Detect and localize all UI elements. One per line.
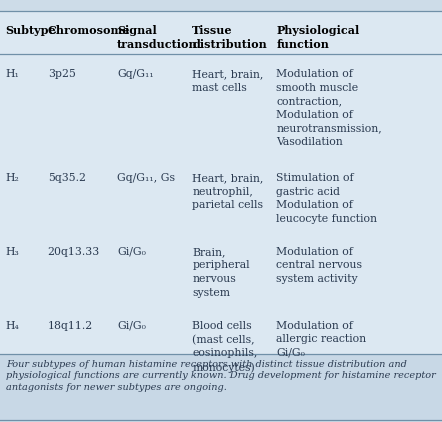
Text: Tissue
distribution: Tissue distribution — [192, 25, 267, 51]
Text: 5q35.2: 5q35.2 — [48, 173, 86, 183]
Text: Modulation of
central nervous
system activity: Modulation of central nervous system act… — [276, 247, 362, 284]
Text: Gq/G₁₁: Gq/G₁₁ — [117, 69, 154, 79]
Text: Heart, brain,
neutrophil,
parietal cells: Heart, brain, neutrophil, parietal cells — [192, 173, 263, 210]
Text: Heart, brain,
mast cells: Heart, brain, mast cells — [192, 69, 263, 93]
Text: Stimulation of
gastric acid
Modulation of
leucocyte function: Stimulation of gastric acid Modulation o… — [276, 173, 377, 224]
Text: 3p25: 3p25 — [48, 69, 76, 79]
Text: H₁: H₁ — [6, 69, 19, 79]
Text: Gq/G₁₁, Gs: Gq/G₁₁, Gs — [117, 173, 175, 183]
Text: 18q11.2: 18q11.2 — [48, 321, 93, 331]
Text: H₂: H₂ — [6, 173, 19, 183]
Text: 20q13.33: 20q13.33 — [48, 247, 100, 257]
Text: H₄: H₄ — [6, 321, 19, 331]
Text: Subtype: Subtype — [6, 25, 57, 36]
Text: Brain,
peripheral
nervous
system: Brain, peripheral nervous system — [192, 247, 250, 298]
Text: Gi/G₀: Gi/G₀ — [117, 321, 146, 331]
Text: Gi/G₀: Gi/G₀ — [117, 247, 146, 257]
Text: Modulation of
allergic reaction
Gi/G₀: Modulation of allergic reaction Gi/G₀ — [276, 321, 366, 358]
Text: Blood cells
(mast cells,
eosinophils,
monocytes): Blood cells (mast cells, eosinophils, mo… — [192, 321, 258, 373]
Text: Modulation of
smooth muscle
contraction,
Modulation of
neurotransmission,
Vasodi: Modulation of smooth muscle contraction,… — [276, 69, 382, 147]
Bar — [0, 354, 442, 420]
Bar — [0, 11, 442, 354]
Text: Chromosome: Chromosome — [48, 25, 130, 36]
Text: H₃: H₃ — [6, 247, 19, 257]
Text: Four subtypes of human histamine receptors with distinct tissue distribution and: Four subtypes of human histamine recepto… — [6, 360, 435, 392]
Text: Physiological
function: Physiological function — [276, 25, 359, 51]
Text: Signal
transduction: Signal transduction — [117, 25, 198, 51]
